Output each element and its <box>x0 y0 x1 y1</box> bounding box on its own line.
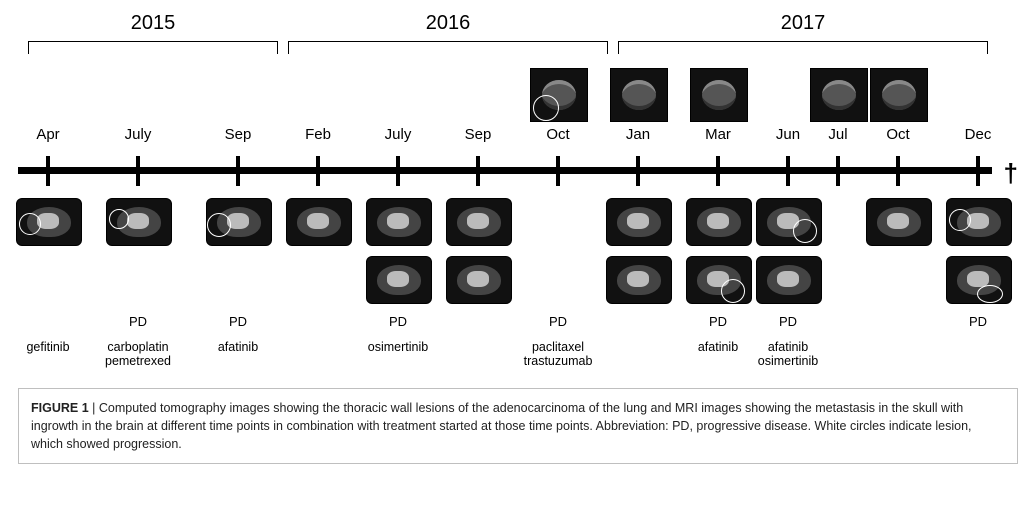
mri-thumb <box>690 68 748 122</box>
pd-label: PD <box>709 314 727 329</box>
month-label: Dec <box>965 126 992 143</box>
caption-sep: | <box>89 401 99 415</box>
year-bracket <box>288 41 608 54</box>
timeline-tick <box>396 156 400 186</box>
ct-thumb <box>106 198 172 246</box>
ct-thumb <box>756 198 822 246</box>
pd-label: PD <box>969 314 987 329</box>
month-label: July <box>125 126 152 143</box>
treatment-label: gefitinib <box>26 340 69 354</box>
month-label: Sep <box>465 126 492 143</box>
year-bracket <box>28 41 278 54</box>
death-dagger: † <box>1004 158 1018 189</box>
lesion-circle <box>207 213 231 237</box>
year-group: 2016 <box>288 12 608 54</box>
pd-label: PD <box>389 314 407 329</box>
month-label: Mar <box>705 126 731 143</box>
lesion-circle <box>977 285 1003 303</box>
ct-thumb <box>756 256 822 304</box>
ct-thumb <box>686 256 752 304</box>
treatment-label: afatinib <box>218 340 258 354</box>
months-row: Apr July Sep Feb July Sep Oct Jan Mar Jun Jul Oct De… <box>18 126 1018 152</box>
pd-label: PD <box>229 314 247 329</box>
month-label: Jan <box>626 126 650 143</box>
figure-caption: FIGURE 1 | Computed tomography images sh… <box>18 388 1018 464</box>
ct-thumb <box>686 198 752 246</box>
treatment-label: carboplatinpemetrexed <box>105 340 171 369</box>
timeline-tick <box>896 156 900 186</box>
pd-label: PD <box>129 314 147 329</box>
ct-thumb <box>946 198 1012 246</box>
mri-thumb <box>530 68 588 122</box>
ct-thumb <box>606 198 672 246</box>
ct-row-bottom <box>18 252 1018 310</box>
treatment-row: gefitinibcarboplatinpemetrexedafatinibos… <box>18 340 1018 374</box>
timeline-tick <box>716 156 720 186</box>
timeline-tick <box>836 156 840 186</box>
ct-thumb <box>606 256 672 304</box>
lesion-circle <box>949 209 971 231</box>
caption-text: Computed tomography images showing the t… <box>31 401 972 451</box>
year-group: 2015 <box>28 12 278 54</box>
ct-thumb <box>366 256 432 304</box>
treatment-label: afatinib <box>698 340 738 354</box>
month-label: Apr <box>36 126 59 143</box>
year-label: 2016 <box>288 12 608 35</box>
ct-thumb <box>366 198 432 246</box>
lesion-circle <box>533 95 559 121</box>
year-brackets: 2015 2016 2017 <box>18 12 1018 62</box>
timeline-tick <box>136 156 140 186</box>
treatment-label: paclitaxeltrastuzumab <box>524 340 593 369</box>
month-label: Jun <box>776 126 800 143</box>
mri-thumb <box>870 68 928 122</box>
figure-label: FIGURE 1 <box>31 401 89 415</box>
timeline-tick <box>236 156 240 186</box>
mri-thumb <box>610 68 668 122</box>
ct-thumb <box>866 198 932 246</box>
pd-row: PD PD PD PD PD PD PD <box>18 314 1018 334</box>
ct-row-top <box>18 194 1018 252</box>
lesion-circle <box>19 213 41 235</box>
timeline-bar <box>18 167 992 174</box>
ct-thumb <box>206 198 272 246</box>
month-label: Sep <box>225 126 252 143</box>
timeline-axis: † <box>18 154 1018 188</box>
pd-label: PD <box>779 314 797 329</box>
timeline-tick <box>636 156 640 186</box>
treatment-label: afatinibosimertinib <box>758 340 818 369</box>
ct-thumb <box>446 256 512 304</box>
timeline-tick <box>976 156 980 186</box>
month-label: Feb <box>305 126 331 143</box>
timeline-tick <box>786 156 790 186</box>
lesion-circle <box>793 219 817 243</box>
month-label: Jul <box>828 126 847 143</box>
year-label: 2017 <box>618 12 988 35</box>
pd-label: PD <box>549 314 567 329</box>
timeline-tick <box>476 156 480 186</box>
year-bracket <box>618 41 988 54</box>
timeline-tick <box>46 156 50 186</box>
ct-thumb <box>946 256 1012 304</box>
ct-thumb <box>16 198 82 246</box>
year-label: 2015 <box>28 12 278 35</box>
ct-thumb <box>446 198 512 246</box>
month-label: Oct <box>886 126 909 143</box>
lesion-circle <box>721 279 745 303</box>
year-group: 2017 <box>618 12 988 54</box>
ct-thumb <box>286 198 352 246</box>
mri-row <box>18 66 1018 124</box>
timeline-tick <box>316 156 320 186</box>
treatment-label: osimertinib <box>368 340 428 354</box>
lesion-circle <box>109 209 129 229</box>
month-label: Oct <box>546 126 569 143</box>
month-label: July <box>385 126 412 143</box>
timeline-tick <box>556 156 560 186</box>
mri-thumb <box>810 68 868 122</box>
